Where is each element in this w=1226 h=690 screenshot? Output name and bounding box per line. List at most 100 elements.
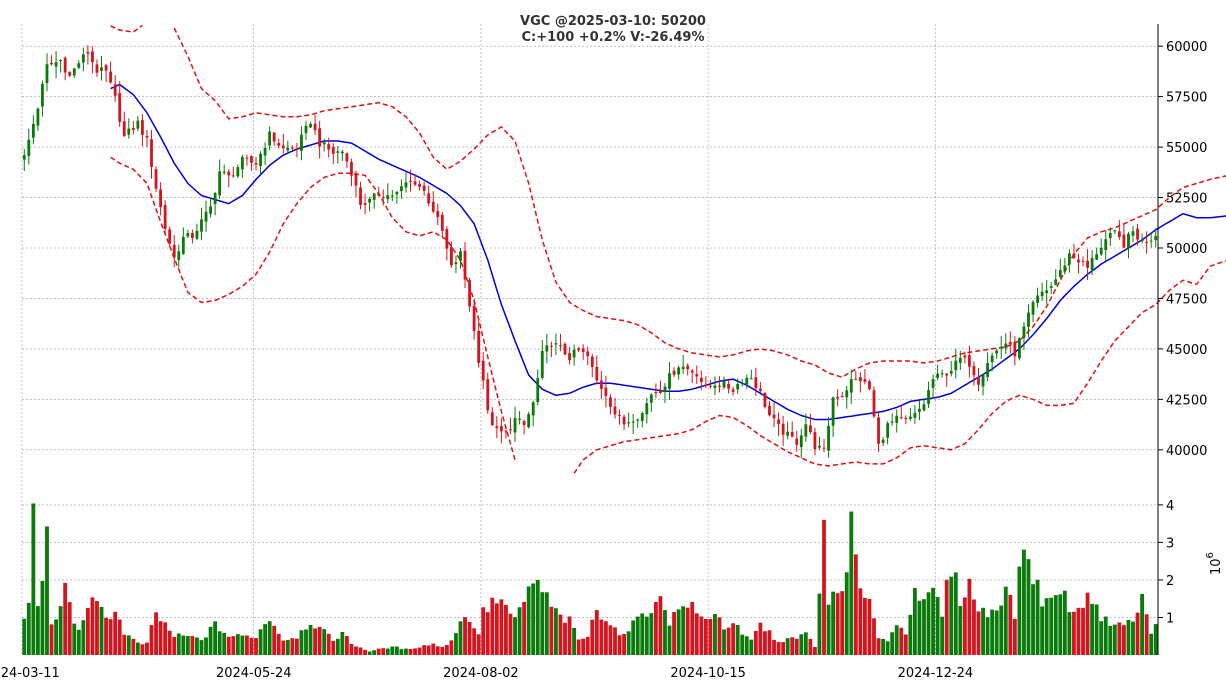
volume-bar <box>313 628 317 655</box>
volume-bar <box>226 636 231 655</box>
candle <box>1108 227 1112 247</box>
candle <box>895 409 899 433</box>
volume-bar <box>408 648 413 655</box>
volume-bar <box>667 625 672 655</box>
candle-body <box>604 387 608 396</box>
candle-body <box>377 193 381 196</box>
candle <box>772 402 776 428</box>
volume-bar <box>308 625 313 655</box>
candle-body <box>813 432 817 450</box>
candle <box>645 397 649 424</box>
volume-bar <box>176 633 181 655</box>
candle-body <box>109 71 113 83</box>
volume-tick-label: 1 <box>1166 611 1174 626</box>
candle <box>999 336 1003 359</box>
candle <box>890 413 894 426</box>
candle <box>150 130 153 179</box>
candle <box>1099 238 1103 256</box>
candle-body <box>163 205 167 229</box>
volume-bar <box>576 639 581 655</box>
moving-average <box>110 83 1226 421</box>
candle-body <box>1072 253 1076 258</box>
volume-bar <box>1035 579 1040 655</box>
candle <box>599 371 603 400</box>
volume-bar <box>240 635 245 655</box>
candle <box>559 333 562 352</box>
volume-bar <box>431 643 436 655</box>
candle-body <box>849 379 853 393</box>
candle <box>440 212 444 238</box>
candle <box>31 115 35 145</box>
candle <box>309 122 312 128</box>
volume-bar <box>117 619 122 655</box>
candle <box>704 376 708 389</box>
candle <box>109 61 113 84</box>
candle <box>72 67 76 78</box>
candle <box>454 255 458 273</box>
candle-body <box>486 379 490 411</box>
volume-bar <box>794 638 799 655</box>
volume-bar <box>399 649 404 655</box>
volume-bar <box>435 646 440 655</box>
volume-bar <box>517 607 522 655</box>
volume-bar <box>72 623 77 655</box>
candle-body <box>977 377 980 385</box>
candle-body <box>631 421 635 423</box>
volume-bar <box>653 602 658 655</box>
candle <box>436 203 440 226</box>
candle-body <box>1145 241 1149 243</box>
candle <box>86 45 90 65</box>
candle <box>659 380 662 394</box>
candle <box>727 379 731 394</box>
candle <box>404 172 408 193</box>
volume-bar <box>122 634 127 655</box>
volume-bar <box>1094 604 1099 655</box>
candle-body <box>286 147 290 151</box>
candle <box>554 333 558 356</box>
axes <box>1157 24 1163 655</box>
candle-body <box>513 418 517 433</box>
volume-bar <box>335 638 340 655</box>
volume-bar <box>154 612 158 655</box>
candle-body <box>949 370 953 374</box>
volume-bar <box>185 636 190 655</box>
candle <box>754 367 758 396</box>
volume-bar <box>676 609 681 655</box>
candle-body <box>168 229 172 244</box>
candle-body <box>290 147 294 149</box>
volume-bar <box>195 637 199 655</box>
price-tick-label: 57500 <box>1166 91 1207 106</box>
candle <box>590 353 594 378</box>
volume-bar <box>617 635 622 655</box>
volume-bar <box>1012 618 1017 655</box>
candle <box>749 369 753 380</box>
volume-bar <box>35 606 40 655</box>
candle-body <box>304 125 308 134</box>
candle-body <box>154 169 158 189</box>
candle-body <box>322 142 326 145</box>
volume-bar <box>231 636 236 655</box>
volume-bar <box>603 621 608 655</box>
volume-bar <box>145 642 149 655</box>
volume-bar <box>585 636 590 655</box>
candle-body <box>545 345 549 352</box>
candle <box>218 159 222 199</box>
tick-labels: 40000 42500 45000 47500 50000 52500 55000 57500… <box>0 40 1207 681</box>
volume-bar <box>463 617 467 655</box>
candle <box>240 154 244 178</box>
candle <box>758 381 762 393</box>
candle-body <box>940 373 944 375</box>
candle-body <box>922 404 926 411</box>
candle-body <box>1054 279 1058 285</box>
candle-body <box>845 390 849 398</box>
candle-body <box>840 396 844 398</box>
volume-bar <box>817 593 822 655</box>
volume-bar <box>167 630 172 655</box>
candle <box>1136 223 1139 246</box>
candle <box>313 114 317 136</box>
volume-bar <box>731 623 736 655</box>
volume-bar <box>985 617 990 655</box>
candle <box>368 196 372 212</box>
candle-body <box>740 382 744 384</box>
candle-body <box>236 167 240 177</box>
